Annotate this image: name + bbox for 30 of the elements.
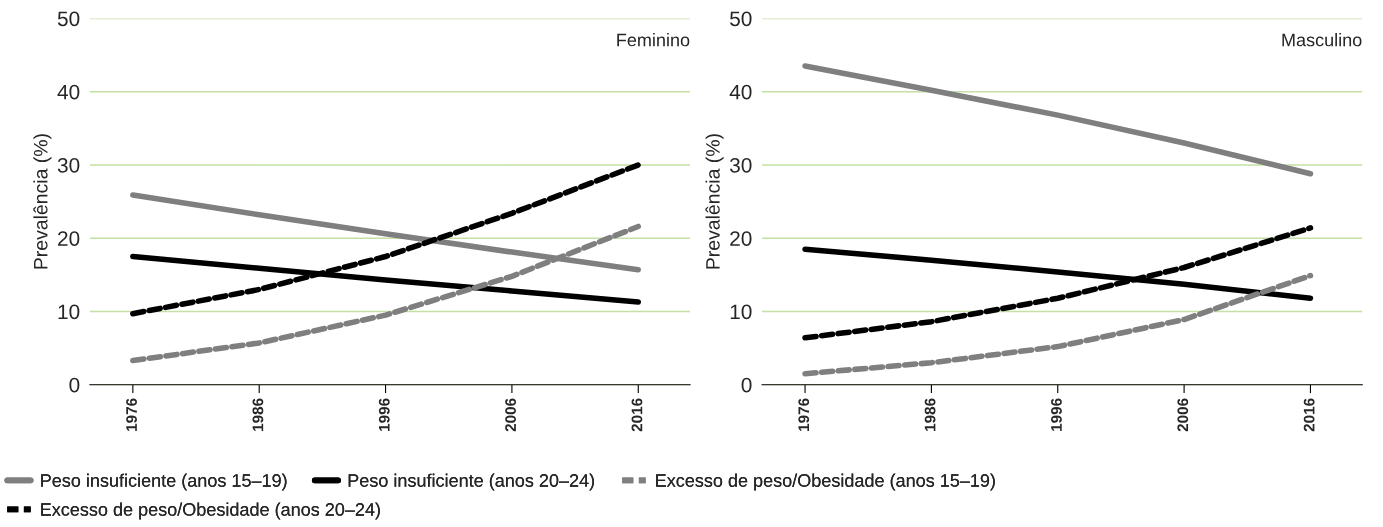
x-tick-label: 2016 (631, 398, 643, 432)
y-tick-label: 40 (57, 84, 80, 100)
legend-label: Peso insuficiente (anos 20–24) (348, 473, 595, 491)
y-tick-label: 50 (730, 11, 752, 27)
legend-label: Excesso de peso/Obesidade (anos 20–24) (41, 502, 380, 520)
x-tick-label: 2016 (1303, 398, 1315, 432)
y-tick-label: 10 (58, 304, 80, 320)
y-tick-label: 10 (730, 304, 752, 320)
y-tick-label: 0 (69, 377, 80, 393)
y-tick-label: 40 (729, 84, 752, 100)
legend-label: Peso insuficiente (anos 15–19) (41, 473, 287, 491)
annotation: Feminino (617, 33, 690, 47)
x-tick-label: 1986 (924, 398, 936, 431)
x-tick-label: 2006 (505, 398, 517, 432)
y-axis-title: Prevalência (%) (705, 134, 724, 269)
y-tick-label: 30 (57, 157, 80, 173)
y-axis-title: Prevalência (%) (33, 134, 52, 269)
y-tick-label: 30 (729, 157, 752, 173)
legend-label: Excesso de peso/Obesidade (anos 15–19) (656, 473, 995, 491)
y-tick-label: 20 (58, 231, 80, 246)
x-tick-label: 1996 (1051, 398, 1062, 431)
x-tick-label: 1976 (798, 398, 810, 431)
x-tick-label: 1976 (126, 398, 137, 431)
y-tick-label: 0 (741, 377, 752, 393)
x-tick-label: 2006 (1177, 398, 1189, 432)
x-tick-label: 1986 (252, 398, 264, 431)
y-tick-label: 20 (730, 231, 752, 246)
y-tick-label: 50 (57, 11, 80, 27)
x-tick-label: 1996 (378, 398, 390, 431)
annotation: Masculino (1282, 33, 1362, 47)
